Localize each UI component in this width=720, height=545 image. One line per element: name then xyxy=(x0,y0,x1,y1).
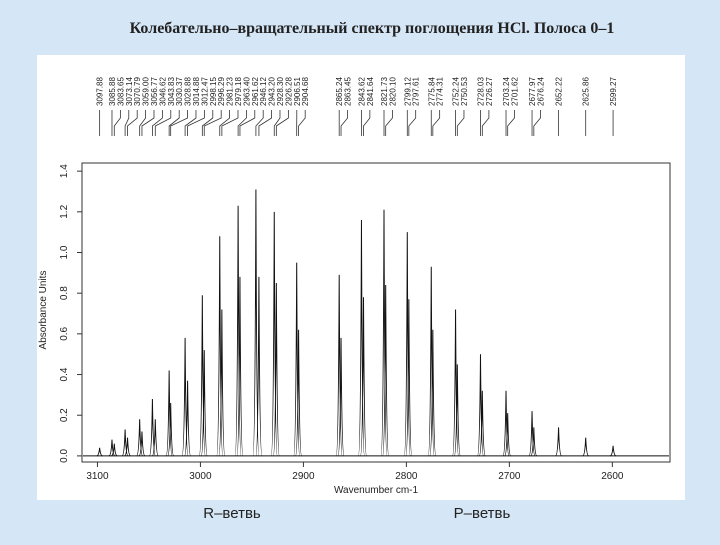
peak-label: 2676.24 xyxy=(536,77,545,106)
x-tick-label: 3000 xyxy=(189,471,212,482)
x-tick-label: 2900 xyxy=(292,471,315,482)
y-axis-label: Absorbance Units xyxy=(38,271,49,350)
x-tick-label: 3100 xyxy=(86,471,109,482)
chart-title: Колебательно–вращательный спектр поглоще… xyxy=(130,20,615,37)
y-tick-label: 0.4 xyxy=(59,367,70,381)
peak-label: 2652.22 xyxy=(555,77,564,106)
y-tick-label: 1.0 xyxy=(59,245,70,259)
y-tick-label: 0.0 xyxy=(59,449,70,463)
peak-label: 2701.62 xyxy=(510,77,519,106)
peak-label: 2797.61 xyxy=(412,77,421,106)
peak-label: 3097.88 xyxy=(96,77,105,106)
y-tick-label: 1.4 xyxy=(59,164,70,178)
annotation: R–ветвь xyxy=(203,505,261,522)
y-tick-label: 0.8 xyxy=(59,286,70,300)
peak-label: 2820.10 xyxy=(388,77,397,106)
y-tick-label: 0.6 xyxy=(59,326,70,340)
peak-label: 2599.27 xyxy=(609,77,618,106)
peak-label: 2904.68 xyxy=(301,77,310,106)
x-axis-label: Wavenumber cm-1 xyxy=(334,485,419,496)
peak-label: 2625.86 xyxy=(582,77,591,106)
x-tick-label: 2600 xyxy=(601,471,624,482)
peak-label: 2750.53 xyxy=(460,77,469,106)
peak-label: 2863.45 xyxy=(344,77,353,106)
annotation: P–ветвь xyxy=(454,505,511,522)
y-tick-label: 1.2 xyxy=(59,204,70,218)
x-tick-label: 2700 xyxy=(498,471,521,482)
peak-label: 2726.27 xyxy=(485,77,494,106)
peak-label: 2841.64 xyxy=(366,77,375,106)
peak-label: 2774.31 xyxy=(436,77,445,106)
x-tick-label: 2800 xyxy=(395,471,418,482)
y-tick-label: 0.2 xyxy=(59,408,70,422)
